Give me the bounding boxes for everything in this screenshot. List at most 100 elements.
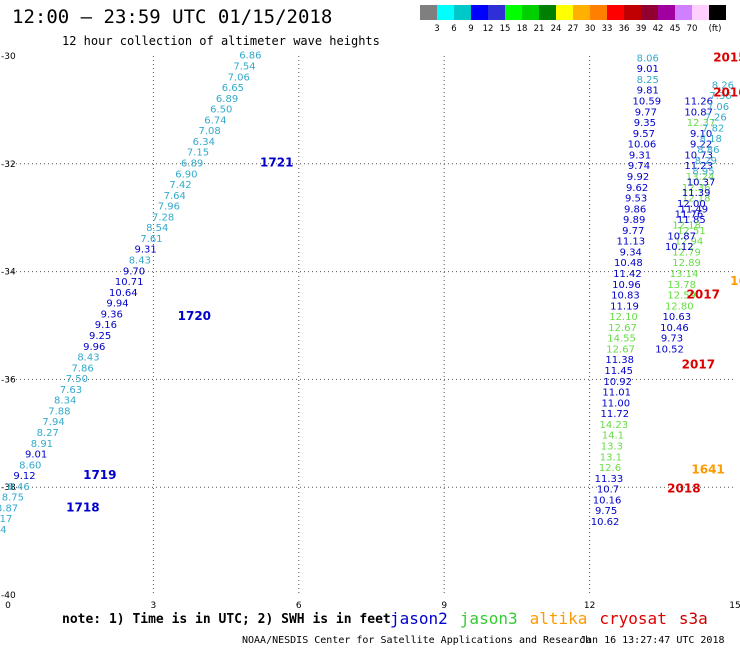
legend-label: 33 (601, 24, 613, 34)
wave-height-point: 11.45 (604, 366, 633, 377)
y-tick-label: -30 (1, 52, 16, 62)
legend-label: 30 (584, 24, 596, 34)
wave-height-point: 8.54 (0, 525, 7, 536)
wave-height-point: 7.63 (60, 385, 82, 396)
y-tick-label: -36 (1, 375, 16, 385)
wave-height-point: 7.26 (704, 113, 726, 124)
wave-height-point: 10.46 (660, 323, 689, 334)
wave-height-point: 12.18 (682, 194, 711, 205)
wave-height-point: 13.78 (667, 280, 696, 291)
wave-height-point: 9.10 (690, 129, 712, 140)
legend-swatch (420, 5, 437, 20)
wave-height-point: 12.67 (608, 323, 637, 334)
wave-height-point: 7.94 (42, 417, 64, 428)
wave-height-point: 7.36 (709, 91, 731, 102)
wave-height-point: 8.87 (0, 503, 18, 514)
wave-height-point: 12.89 (672, 258, 701, 269)
wave-height-point: 14.23 (600, 420, 629, 431)
wave-height-point: 12.6 (599, 463, 621, 474)
wave-height-point: 9.70 (123, 266, 145, 277)
wave-height-point: 9.57 (633, 129, 655, 140)
y-tick-label: -38 (1, 483, 16, 493)
wave-height-point: 8.95 (692, 167, 714, 178)
wave-height-point: 10.92 (603, 377, 632, 388)
wave-height-point: 11.19 (610, 301, 639, 312)
satellite-name: altika (529, 609, 588, 628)
wave-height-point: 12.79 (672, 247, 701, 258)
x-tick-label: 15 (729, 601, 740, 611)
wave-height-point: 7.06 (707, 102, 729, 113)
legend-swatch (573, 5, 590, 20)
satellite-name: jason3 (459, 609, 518, 628)
wave-height-point: 9.22 (690, 140, 712, 151)
wave-height-point: 9.16 (95, 320, 117, 331)
wave-height-point: 10.62 (591, 517, 620, 528)
wave-height-point: 10.7 (597, 485, 619, 496)
wave-height-point: 9.35 (634, 118, 656, 129)
wave-height-point: 12.00 (677, 199, 706, 210)
legend-swatch (692, 5, 709, 20)
legend-swatch (624, 5, 641, 20)
wave-height-point: 7.61 (140, 234, 162, 245)
x-tick-label: 9 (441, 601, 447, 611)
wave-height-point: 8.06 (637, 53, 659, 64)
wave-height-point: 12.51 (677, 226, 706, 237)
track-label: 1721 (260, 155, 293, 169)
satellite-name: s3a (678, 609, 708, 628)
wave-height-point: 12.94 (675, 237, 704, 248)
wave-height-point: 12.10 (609, 312, 638, 323)
credit-text: NOAA/NESDIS Center for Satellite Applica… (242, 635, 592, 646)
legend-swatch (641, 5, 658, 20)
wave-height-point: 7.88 (48, 406, 70, 417)
wave-height-point: 7.82 (702, 123, 724, 134)
wave-height-point: 10.52 (655, 344, 684, 355)
legend-label: 45 (669, 24, 681, 34)
chart-subtitle: 12 hour collection of altimeter wave hei… (62, 34, 380, 48)
legend-swatch (539, 5, 556, 20)
wave-height-point: 11.13 (616, 237, 645, 248)
wave-height-point: 8.75 (2, 493, 24, 504)
wave-height-point: 8.18 (700, 134, 722, 145)
track-label: 2017 (687, 288, 720, 302)
wave-height-point: 8.86 (697, 145, 719, 156)
wave-height-point: 9.01 (25, 450, 47, 461)
track-label: 2016 (713, 85, 740, 99)
legend-swatch (488, 5, 505, 20)
track-label: 2017 (682, 358, 715, 372)
legend-label: 39 (635, 24, 647, 34)
wave-height-point: 9.62 (626, 183, 648, 194)
legend-label: 24 (550, 24, 562, 34)
wave-height-point: 8.91 (31, 439, 53, 450)
wave-height-point: 9.75 (595, 506, 617, 517)
wave-height-point: 9.77 (622, 226, 644, 237)
wave-height-point: 10.87 (684, 107, 713, 118)
track-label: 1719 (83, 468, 116, 482)
satellite-legend: jason2 jason3 altika cryosat s3a (390, 609, 720, 628)
wave-height-point: 10.71 (115, 277, 144, 288)
wave-height-point: 9.53 (625, 194, 647, 205)
wave-height-point: 14.55 (607, 334, 636, 345)
wave-height-point: 11.72 (600, 409, 629, 420)
wave-height-point: 11.49 (679, 204, 708, 215)
chart-title: 12:00 — 23:59 UTC 01/15/2018 (12, 6, 333, 28)
wave-height-point: 7.15 (187, 148, 209, 159)
wave-height-point: 8.17 (0, 514, 12, 525)
legend-label: 70 (686, 24, 698, 34)
wave-height-point: 8.43 (129, 256, 151, 267)
axis-ticks: 0 3 6 9 12 15 -30 -32 -34 -36 -38 -40 (1, 52, 740, 611)
legend-label: 9 (468, 24, 474, 34)
wave-height-point: 14.1 (602, 431, 624, 442)
legend-swatch (675, 5, 692, 20)
timestamp-text: Jan 16 13:27:47 UTC 2018 (580, 635, 725, 646)
track-label: 2018 (667, 482, 700, 496)
wave-height-point: 11.42 (613, 269, 642, 280)
wave-height-point: 10.06 (628, 140, 657, 151)
wave-height-point: 12.18 (672, 220, 701, 231)
satellite-name: jason2 (390, 609, 448, 628)
wave-height-point: 11.26 (684, 97, 713, 108)
legend-swatch (556, 5, 573, 20)
x-tick-label: 12 (584, 601, 595, 611)
legend-swatch (522, 5, 539, 20)
wave-height-point: 8.43 (77, 353, 99, 364)
wave-height-point: 10.73 (684, 150, 713, 161)
